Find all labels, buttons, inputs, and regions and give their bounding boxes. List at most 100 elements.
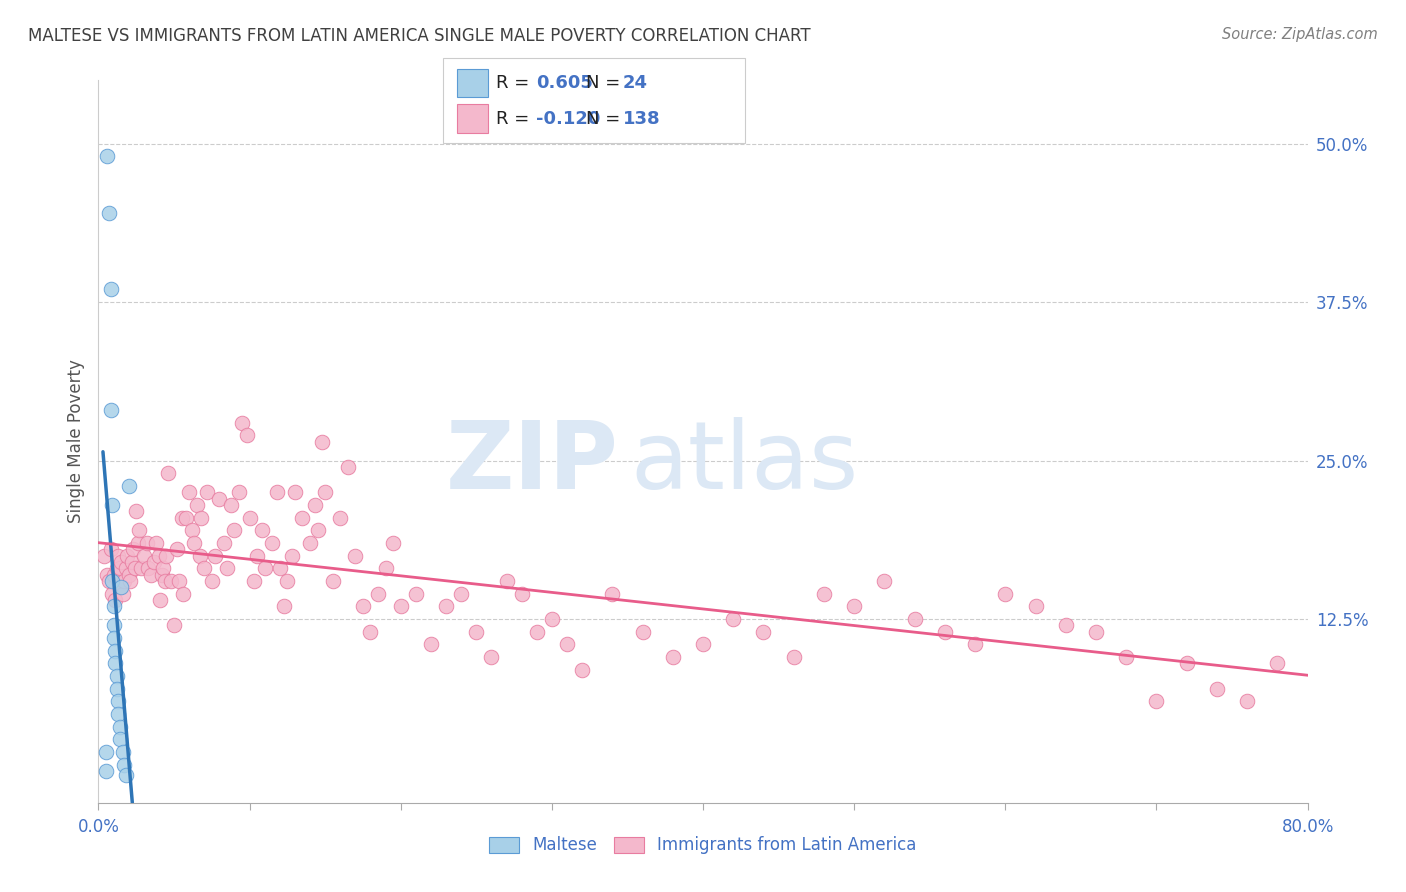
Point [114, 768, 136, 782]
Point [112, 574, 135, 588]
Point [170, 510, 193, 524]
Point [723, 612, 745, 626]
Point [201, 574, 224, 588]
Point [111, 587, 134, 601]
Point [188, 549, 211, 563]
Legend: Maltese, Immigrants from Latin America: Maltese, Immigrants from Latin America [482, 830, 924, 861]
Point [1024, 599, 1046, 614]
Point [143, 555, 166, 569]
Point [103, 618, 125, 632]
Point [132, 549, 155, 563]
Point [141, 567, 163, 582]
Point [105, 669, 128, 683]
Point [148, 549, 170, 563]
Point [344, 549, 367, 563]
Point [262, 536, 284, 550]
Point [136, 561, 159, 575]
Point [108, 561, 131, 575]
Point [228, 485, 250, 500]
Point [1206, 681, 1229, 696]
Point [153, 574, 176, 588]
Point [163, 618, 186, 632]
Point [299, 536, 322, 550]
Point [934, 624, 956, 639]
Point [273, 599, 295, 614]
Point [994, 587, 1017, 601]
Point [1115, 650, 1137, 665]
Point [844, 599, 866, 614]
Point [1085, 624, 1108, 639]
Point [221, 498, 243, 512]
Point [98, 206, 121, 220]
Point [193, 561, 215, 575]
Point [121, 555, 143, 569]
Point [243, 574, 266, 588]
Point [571, 663, 593, 677]
Point [495, 574, 517, 588]
Point [181, 523, 204, 537]
Point [661, 650, 683, 665]
Point [135, 536, 157, 550]
Point [150, 567, 173, 582]
Point [540, 612, 562, 626]
Point [107, 574, 129, 588]
Point [873, 574, 896, 588]
Point [118, 479, 141, 493]
Point [128, 523, 150, 537]
Point [231, 416, 253, 430]
Point [1144, 694, 1167, 708]
Point [93, 549, 115, 563]
Text: ZIP: ZIP [446, 417, 619, 509]
Point [166, 542, 188, 557]
Text: R =: R = [496, 74, 536, 92]
Point [526, 624, 548, 639]
Point [96, 567, 118, 582]
Point [276, 574, 298, 588]
Point [103, 631, 125, 645]
Point [103, 599, 125, 614]
Point [304, 498, 326, 512]
Text: Source: ZipAtlas.com: Source: ZipAtlas.com [1222, 27, 1378, 42]
Point [186, 498, 208, 512]
Point [322, 574, 344, 588]
Point [179, 485, 201, 500]
Point [246, 549, 269, 563]
Point [284, 485, 307, 500]
Point [100, 282, 122, 296]
Point [374, 561, 396, 575]
Y-axis label: Single Male Poverty: Single Male Poverty [66, 359, 84, 524]
Point [190, 510, 212, 524]
Point [127, 536, 149, 550]
Point [155, 549, 177, 563]
Point [104, 657, 127, 671]
Point [149, 593, 172, 607]
Point [107, 549, 129, 563]
Point [382, 536, 405, 550]
Point [311, 434, 333, 449]
Point [405, 587, 427, 601]
Point [120, 574, 142, 588]
Point [152, 561, 174, 575]
Point [336, 459, 359, 474]
Point [253, 561, 276, 575]
Point [107, 694, 129, 708]
Point [239, 510, 262, 524]
Point [602, 587, 624, 601]
Point [465, 624, 488, 639]
Point [813, 587, 835, 601]
Text: atlas: atlas [630, 417, 859, 509]
Point [314, 485, 336, 500]
Point [1236, 694, 1258, 708]
Point [1267, 657, 1289, 671]
Point [98, 574, 121, 588]
Point [108, 720, 131, 734]
Point [208, 491, 231, 506]
Point [291, 510, 314, 524]
Point [174, 510, 197, 524]
Point [510, 587, 533, 601]
Point [100, 402, 122, 417]
Point [904, 612, 927, 626]
Text: 0.605: 0.605 [536, 74, 592, 92]
Point [224, 523, 246, 537]
Point [105, 681, 128, 696]
